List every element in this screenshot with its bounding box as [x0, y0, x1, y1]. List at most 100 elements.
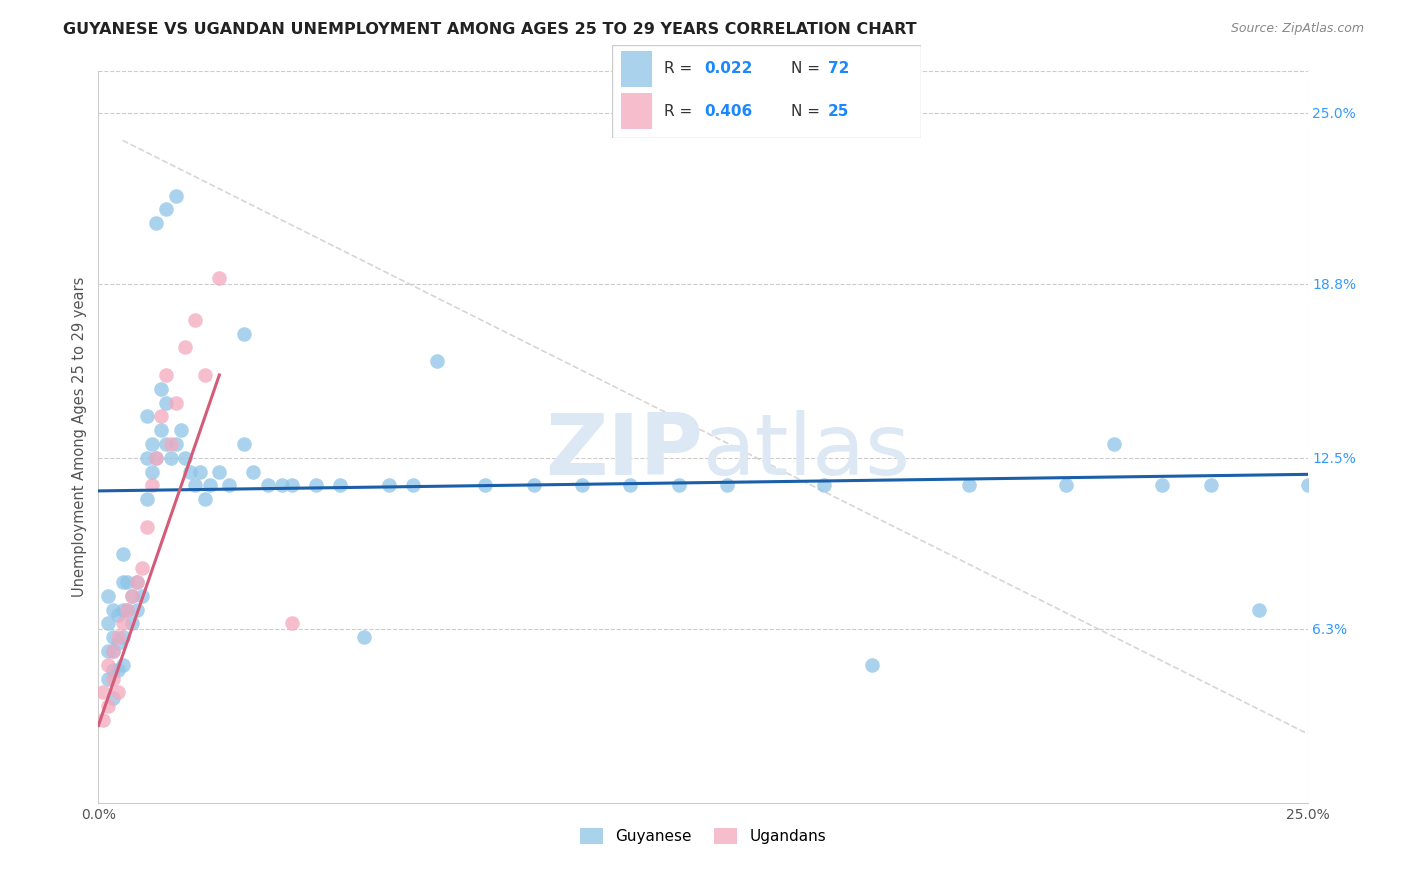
Point — [198, 478, 221, 492]
Point — [135, 492, 157, 507]
Point — [97, 616, 120, 631]
Point — [101, 672, 124, 686]
Point — [160, 450, 183, 465]
Point — [111, 657, 134, 672]
Point — [101, 644, 124, 658]
Point — [377, 478, 399, 492]
Point — [426, 354, 449, 368]
Point — [208, 465, 231, 479]
Point — [165, 395, 187, 409]
Point — [91, 713, 114, 727]
Point — [117, 574, 139, 589]
Text: 0.022: 0.022 — [704, 62, 752, 77]
Point — [184, 478, 207, 492]
Point — [111, 574, 134, 589]
Point — [155, 368, 177, 382]
Point — [127, 574, 149, 589]
Point — [281, 616, 304, 631]
Text: 0.406: 0.406 — [704, 103, 752, 119]
Point — [131, 589, 153, 603]
Point — [101, 630, 124, 644]
Point — [155, 395, 177, 409]
Point — [523, 478, 546, 492]
Point — [97, 672, 120, 686]
Point — [141, 437, 163, 451]
Text: N =: N = — [792, 103, 825, 119]
Point — [111, 616, 134, 631]
Point — [117, 602, 139, 616]
Point — [107, 630, 129, 644]
Text: 25: 25 — [828, 103, 849, 119]
Point — [121, 589, 143, 603]
Point — [150, 382, 173, 396]
Point — [160, 437, 183, 451]
Point — [957, 478, 980, 492]
Point — [281, 478, 304, 492]
Point — [242, 465, 264, 479]
Point — [117, 602, 139, 616]
Point — [107, 636, 129, 650]
Text: atlas: atlas — [703, 410, 911, 493]
Point — [131, 561, 153, 575]
Point — [155, 202, 177, 217]
Point — [101, 663, 124, 677]
Point — [101, 644, 124, 658]
Point — [194, 368, 217, 382]
Legend: Guyanese, Ugandans: Guyanese, Ugandans — [574, 822, 832, 850]
Point — [107, 685, 129, 699]
FancyBboxPatch shape — [612, 45, 921, 138]
Point — [97, 644, 120, 658]
Text: ZIP: ZIP — [546, 410, 703, 493]
Point — [305, 478, 328, 492]
Point — [402, 478, 425, 492]
Point — [174, 340, 197, 354]
Point — [107, 663, 129, 677]
Point — [121, 616, 143, 631]
Point — [1102, 437, 1125, 451]
Point — [165, 437, 187, 451]
Point — [145, 450, 167, 465]
Point — [256, 478, 278, 492]
Point — [150, 409, 173, 424]
Text: GUYANESE VS UGANDAN UNEMPLOYMENT AMONG AGES 25 TO 29 YEARS CORRELATION CHART: GUYANESE VS UGANDAN UNEMPLOYMENT AMONG A… — [63, 22, 917, 37]
Point — [111, 548, 134, 562]
Point — [97, 589, 120, 603]
Text: R =: R = — [664, 103, 697, 119]
Point — [155, 437, 177, 451]
Point — [97, 657, 120, 672]
Bar — [621, 94, 652, 129]
Point — [111, 630, 134, 644]
Point — [1249, 602, 1271, 616]
Point — [668, 478, 690, 492]
Point — [619, 478, 641, 492]
Bar — [621, 51, 652, 87]
Text: 72: 72 — [828, 62, 849, 77]
Point — [716, 478, 738, 492]
Point — [232, 326, 254, 341]
Point — [145, 450, 167, 465]
Point — [1152, 478, 1174, 492]
Point — [188, 465, 211, 479]
Point — [135, 520, 157, 534]
Point — [165, 188, 187, 202]
Point — [271, 478, 294, 492]
Text: Source: ZipAtlas.com: Source: ZipAtlas.com — [1230, 22, 1364, 36]
Point — [141, 478, 163, 492]
Point — [194, 492, 217, 507]
Point — [111, 602, 134, 616]
Point — [218, 478, 240, 492]
Text: N =: N = — [792, 62, 825, 77]
Point — [329, 478, 352, 492]
Point — [101, 690, 124, 705]
Point — [145, 216, 167, 230]
Point — [135, 409, 157, 424]
Point — [813, 478, 835, 492]
Point — [127, 602, 149, 616]
Point — [107, 608, 129, 623]
Point — [1054, 478, 1077, 492]
Point — [150, 423, 173, 437]
Point — [169, 423, 191, 437]
Point — [121, 589, 143, 603]
Point — [474, 478, 496, 492]
Point — [184, 312, 207, 326]
